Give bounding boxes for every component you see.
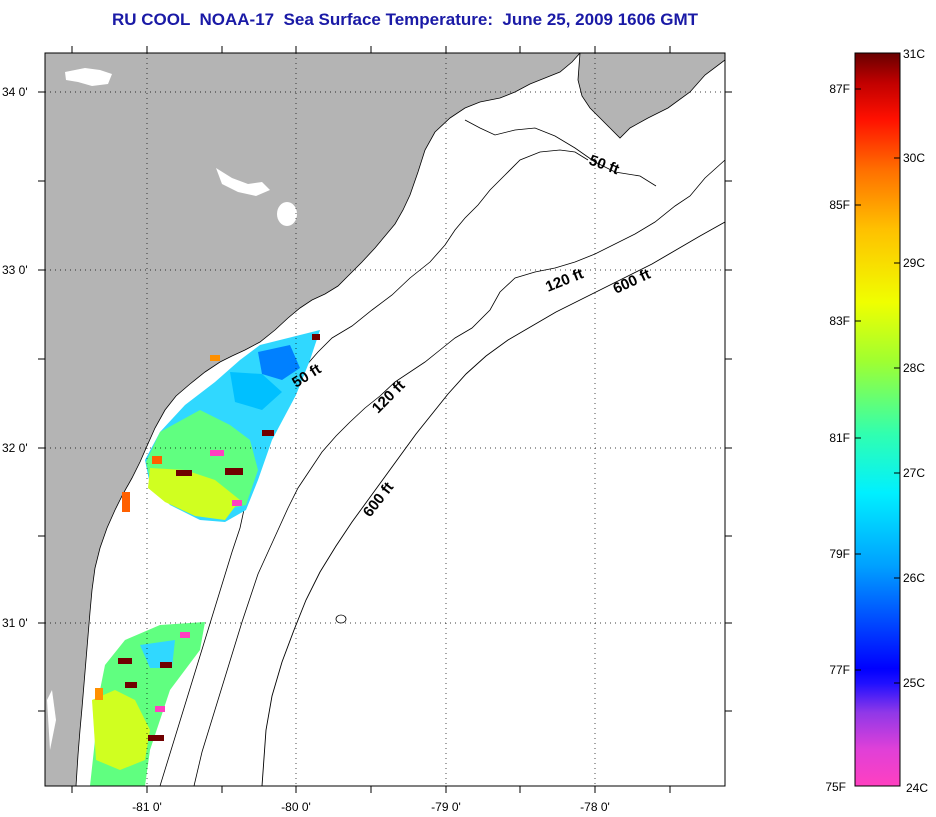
lon-label: -78 0' — [580, 800, 610, 814]
sst-swath-south — [90, 622, 205, 786]
contour-600ft — [261, 221, 725, 786]
lat-label: 33 0' — [2, 263, 28, 277]
map-frame — [44, 52, 726, 787]
colorbar-c-label: 26C — [903, 571, 925, 585]
colorbar-f-label: 85F — [829, 198, 850, 212]
lake — [65, 68, 112, 86]
lon-label: -81 0' — [132, 800, 162, 814]
colorbar-f-label: 79F — [829, 547, 850, 561]
contour-120ft — [193, 159, 725, 786]
colorbar-f-label: 83F — [829, 314, 850, 328]
colorbar-c-label: 27C — [903, 466, 925, 480]
land-mass — [577, 53, 725, 139]
land-mass — [45, 53, 581, 786]
colorbar-f-label: 75F — [825, 780, 846, 794]
lake — [216, 168, 270, 196]
colorbar-c-label: 31C — [903, 47, 925, 61]
colorbar-f-label: 81F — [829, 431, 850, 445]
lon-label: -79 0' — [431, 800, 461, 814]
map-title: RU COOL NOAA-17 Sea Surface Temperature:… — [111, 10, 699, 29]
axis-ticks — [38, 46, 732, 793]
colorbar-f-label: 77F — [829, 663, 850, 677]
lake — [277, 202, 297, 226]
lat-label: 34 0' — [2, 85, 28, 99]
lat-label: 32 0' — [2, 441, 28, 455]
colorbar-c-label: 24C — [906, 781, 928, 795]
colorbar-f-label: 87F — [829, 82, 850, 96]
colorbar-c-label: 29C — [903, 256, 925, 270]
colorbar-c-label: 28C — [903, 361, 925, 375]
graticule — [45, 53, 725, 786]
colorbar-c-label: 30C — [903, 151, 925, 165]
colorbar-ramp — [854, 52, 901, 787]
lake — [47, 690, 56, 750]
lon-label: -80 0' — [281, 800, 311, 814]
colorbar-c-label: 25C — [903, 676, 925, 690]
colorbar: 87F 85F 83F 81F 79F 77F 75F 31C 30C 29C … — [825, 47, 928, 795]
sst-swath-north — [122, 330, 320, 522]
lat-label: 31 0' — [2, 616, 28, 630]
